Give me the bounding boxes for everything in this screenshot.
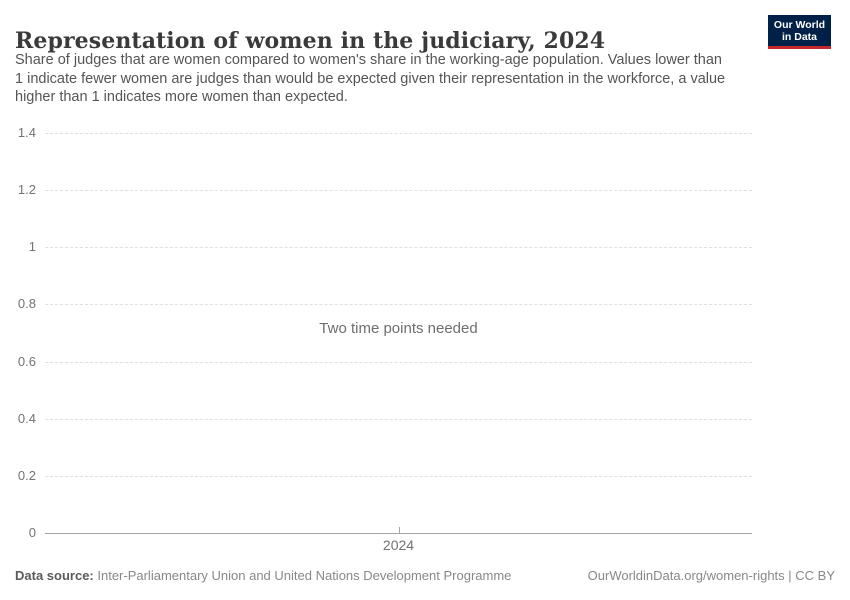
gridline — [45, 475, 752, 477]
y-tick-label: 0.2 — [17, 467, 36, 483]
x-axis-tick — [398, 527, 400, 533]
gridline — [45, 133, 752, 134]
data-source-label: Data source: — [15, 568, 94, 583]
y-tick-label: 1.2 — [17, 182, 36, 198]
owid-logo-line1: Our World — [773, 19, 826, 31]
y-tick-label: 0.8 — [17, 296, 36, 312]
chart-subtitle: Share of judges that are women compared … — [15, 51, 763, 107]
subtitle-line: 1 indicate fewer women are judges than w… — [15, 70, 726, 87]
x-axis-tick-label: 2024 — [382, 537, 415, 553]
owid-logo[interactable]: Our World in Data — [768, 15, 831, 49]
y-tick-label: 0 — [28, 525, 36, 540]
owid-logo-line2: in Data — [781, 31, 817, 43]
data-source-text: Inter-Parliamentary Union and United Nat… — [93, 568, 512, 583]
gridline — [45, 361, 752, 363]
subtitle-line: higher than 1 indicates more women than … — [15, 89, 348, 105]
y-tick-label: 1 — [28, 239, 36, 255]
gridline — [45, 418, 752, 420]
subtitle-line: Share of judges that are women compared … — [15, 52, 722, 68]
gridline — [45, 247, 752, 249]
attribution-link[interactable]: OurWorldinData.org/women-rights | CC BY — [587, 568, 835, 583]
y-tick-label: 0.4 — [17, 410, 36, 426]
y-tick-label: 1.4 — [17, 125, 36, 140]
plot-grid: 2024 Two time points needed — [45, 133, 752, 553]
chart-footer: Data source: Inter-Parliamentary Union a… — [15, 568, 835, 583]
y-tick-label: 0.6 — [17, 353, 36, 369]
gridline — [45, 304, 752, 306]
x-axis-line — [45, 533, 752, 534]
gridline — [45, 190, 752, 192]
chart-title: Representation of women in the judiciary… — [15, 27, 606, 54]
data-source: Data source: Inter-Parliamentary Union a… — [15, 568, 511, 583]
empty-state-message: Two time points needed — [319, 320, 478, 337]
y-axis-labels: 0 0.2 0.4 0.6 0.8 1 1.2 1.4 — [0, 126, 36, 540]
